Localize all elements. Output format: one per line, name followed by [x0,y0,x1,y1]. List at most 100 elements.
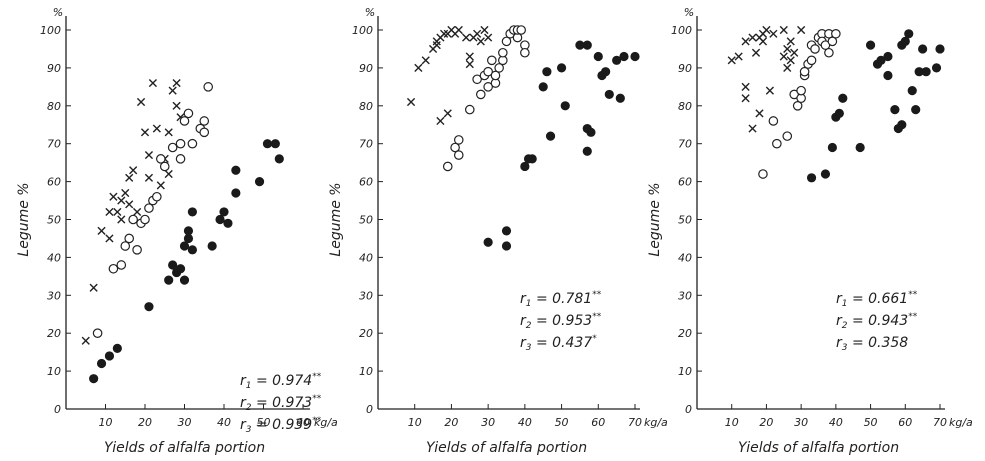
data-point-cross [474,30,481,37]
data-point-filled [561,102,569,110]
x-tick-label: 40 [829,416,843,429]
y-tick-label: 90 [678,62,692,75]
data-point-cross [749,125,756,132]
data-point-cross [787,57,794,64]
data-point-cross [477,38,484,45]
x-tick-label: 40 [518,416,532,429]
x-tick-label: 70 [628,416,642,429]
data-point-filled [184,234,192,242]
data-point-cross [437,117,444,124]
data-point-cross [82,337,89,344]
data-point-cross [798,26,805,33]
data-point-cross [735,53,742,60]
data-point-filled [502,227,510,235]
data-point-open [521,49,529,57]
y-unit-label: % [684,6,694,19]
data-point-filled [271,140,279,148]
data-point-cross [784,64,791,71]
data-point-cross [126,201,133,208]
y-tick-label: 60 [47,176,61,189]
data-point-cross [145,151,152,158]
data-point-cross [742,38,749,45]
data-point-filled [113,344,121,352]
data-point-filled [905,30,913,38]
x-tick-label: 30 [794,416,808,429]
data-point-open [133,246,141,254]
data-point-open [783,132,791,140]
data-point-open [477,90,485,98]
y-tick-label: 10 [359,365,373,378]
y-tick-label: 30 [359,289,373,302]
data-point-cross [481,26,488,33]
y-axis-title: Legume % [16,182,32,256]
data-point-filled [901,37,909,45]
data-point-open [455,136,463,144]
data-point-filled [605,90,613,98]
y-tick-label: 90 [47,62,61,75]
data-point-open [773,140,781,148]
data-point-filled [145,302,153,310]
data-point-open [141,215,149,223]
y-tick-label: 50 [359,214,373,227]
y-tick-label: 40 [678,251,692,264]
y-tick-label: 60 [678,176,692,189]
data-point-filled [539,83,547,91]
data-point-filled [543,67,551,75]
data-point-cross [463,34,470,41]
y-axis-title: Legume % [328,182,344,256]
data-point-cross [770,30,777,37]
x-tick-label: 20 [759,416,773,429]
data-point-open [807,56,815,64]
data-point-cross [106,235,113,242]
data-point-cross [106,208,113,215]
x-tick-label: 10 [99,416,113,429]
y-tick-label: 60 [359,176,373,189]
x-axis-title: Yields of alfalfa portion [104,440,265,456]
data-point-cross [756,110,763,117]
data-point-filled [216,215,224,223]
data-point-filled [275,155,283,163]
data-point-cross [466,61,473,68]
data-point-open [499,49,507,57]
data-point-open [188,140,196,148]
y-tick-label: 70 [678,138,692,151]
data-point-cross [157,182,164,189]
y-tick-label: 80 [47,100,61,113]
y-tick-label: 50 [47,214,61,227]
data-point-cross [110,193,117,200]
data-point-open [117,261,125,269]
data-point-cross [780,53,787,60]
y-tick-label: 30 [47,289,61,302]
data-point-filled [936,45,944,53]
y-tick-label: 20 [359,327,373,340]
correlation-label: r1 = 0.781** [520,290,602,309]
data-point-open [109,265,117,273]
data-point-cross [98,227,105,234]
x-tick-label: 70 [933,416,947,429]
data-point-cross [728,57,735,64]
correlation-label: r3 = 0.437* [520,334,597,353]
data-point-open [455,151,463,159]
data-point-open [176,140,184,148]
data-point-cross [742,95,749,102]
data-point-open [161,162,169,170]
y-tick-label: 90 [359,62,373,75]
x-tick-label: 10 [408,416,422,429]
data-point-cross [141,129,148,136]
x-tick-label: 20 [444,416,458,429]
x-axis-title: Yields of alfalfa portion [738,440,899,456]
data-point-open [797,86,805,94]
x-tick-label: 30 [481,416,495,429]
data-point-filled [502,242,510,250]
data-point-open [444,162,452,170]
data-point-open [517,26,525,34]
data-point-filled [180,276,188,284]
data-point-filled [620,52,628,60]
data-point-filled [263,140,271,148]
data-point-filled [898,121,906,129]
data-point-open [176,155,184,163]
data-point-filled [601,67,609,75]
data-point-cross [137,98,144,105]
data-point-filled [176,265,184,273]
